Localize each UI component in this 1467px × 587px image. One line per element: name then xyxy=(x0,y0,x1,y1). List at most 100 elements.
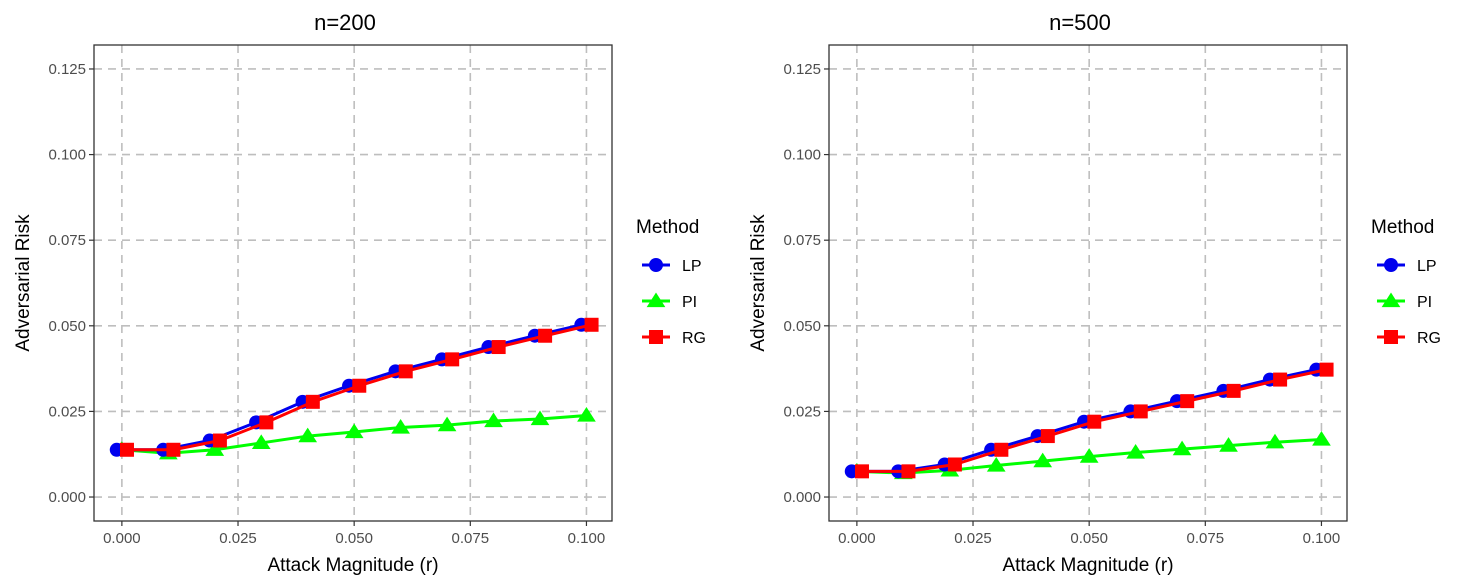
data-point-rg xyxy=(994,442,1009,457)
data-point-rg xyxy=(445,352,460,367)
legend-marker-rg xyxy=(649,330,663,344)
data-point-pi xyxy=(205,441,225,456)
data-point-rg xyxy=(305,394,320,409)
data-point-pi xyxy=(437,416,457,432)
data-point-pi xyxy=(1079,448,1099,463)
y-tick-label: 0.000 xyxy=(48,489,86,506)
chart-title: n=200 xyxy=(314,10,376,35)
legend-item-rg: RG xyxy=(1377,330,1441,347)
legend-item-pi: PI xyxy=(1377,292,1432,311)
data-point-rg xyxy=(584,317,599,332)
legend-marker-lp xyxy=(649,258,663,272)
data-point-rg xyxy=(1133,404,1148,419)
y-tick-label: 0.050 xyxy=(48,318,86,335)
y-tick-label: 0.125 xyxy=(48,61,86,78)
data-point-rg xyxy=(901,464,916,479)
data-point-rg xyxy=(1087,414,1102,429)
data-point-pi xyxy=(1033,452,1053,468)
data-point-rg xyxy=(1319,362,1334,377)
data-point-rg xyxy=(119,442,134,457)
data-point-pi xyxy=(1126,444,1145,459)
legend-label: RG xyxy=(1417,330,1441,347)
data-point-pi xyxy=(1172,440,1192,456)
legend: Method LP PI RG xyxy=(1371,217,1441,347)
data-point-rg xyxy=(1040,429,1055,444)
x-tick-label: 0.050 xyxy=(1070,530,1108,547)
data-point-pi xyxy=(298,427,318,443)
legend-label: RG xyxy=(682,330,706,347)
data-point-rg xyxy=(398,364,413,379)
data-point-pi xyxy=(344,423,364,439)
gridlines xyxy=(94,45,612,521)
data-point-pi xyxy=(577,407,596,422)
y-tick-label: 0.025 xyxy=(783,403,821,420)
data-point-pi xyxy=(484,412,503,428)
y-tick-label: 0.075 xyxy=(48,232,86,249)
legend-marker-rg xyxy=(1384,330,1398,344)
x-tick-label: 0.000 xyxy=(103,530,141,547)
plot-background xyxy=(829,45,1347,521)
chart-panel-1: 0.000 0.025 0.050 0.075 0.100 0.000 0.025 0.050… xyxy=(13,10,706,576)
legend-marker-pi xyxy=(646,292,666,308)
x-tick-label: 0.025 xyxy=(219,530,257,547)
y-tick-label: 0.050 xyxy=(783,318,821,335)
data-point-rg xyxy=(352,378,367,393)
legend-title: Method xyxy=(1371,217,1434,238)
plot-border xyxy=(93,44,613,522)
data-point-rg xyxy=(947,457,962,472)
legend-marker-pi xyxy=(1381,292,1401,308)
legend-label: LP xyxy=(682,258,702,275)
y-axis-label: Adversarial Risk xyxy=(13,214,34,352)
y-tick-label: 0.000 xyxy=(783,489,821,506)
data-point-pi xyxy=(1219,437,1238,452)
x-tick-label: 0.050 xyxy=(335,530,373,547)
data-point-pi xyxy=(986,457,1006,472)
legend: Method LP PI RG xyxy=(636,217,706,347)
y-tick-label: 0.100 xyxy=(783,147,821,164)
y-tick-label: 0.125 xyxy=(783,61,821,78)
plot-border xyxy=(828,44,1348,522)
y-tick-label: 0.075 xyxy=(783,232,821,249)
data-point-pi xyxy=(530,410,550,426)
data-point-rg xyxy=(1180,394,1195,409)
legend-title: Method xyxy=(636,217,699,238)
data-point-rg xyxy=(854,464,869,479)
data-point-rg xyxy=(259,415,274,430)
legend-label: PI xyxy=(1417,294,1432,311)
data-point-rg xyxy=(538,328,553,343)
chart-panel-2: 0.000 0.025 0.050 0.075 0.100 0.000 0.025 0.050… xyxy=(748,10,1441,576)
data-point-rg xyxy=(166,442,181,457)
data-point-pi xyxy=(251,434,271,450)
legend-marker-lp xyxy=(1384,258,1398,272)
legend-label: LP xyxy=(1417,258,1437,275)
data-point-rg xyxy=(1226,383,1241,398)
data-point-pi xyxy=(391,419,410,434)
y-tick-label: 0.100 xyxy=(48,147,86,164)
data-point-pi xyxy=(1265,433,1285,449)
data-point-rg xyxy=(212,433,227,448)
y-axis-label: Adversarial Risk xyxy=(748,214,769,352)
legend-item-rg: RG xyxy=(642,330,706,347)
y-tick-label: 0.025 xyxy=(48,403,86,420)
legend-item-lp: LP xyxy=(642,258,702,275)
legend-label: PI xyxy=(682,294,697,311)
x-tick-label: 0.000 xyxy=(838,530,876,547)
x-axis-label: Attack Magnitude (r) xyxy=(267,555,438,576)
data-point-pi xyxy=(1312,430,1331,446)
x-tick-label: 0.100 xyxy=(568,530,606,547)
series-rg xyxy=(854,362,1334,479)
x-tick-label: 0.100 xyxy=(1303,530,1341,547)
x-axis-label: Attack Magnitude (r) xyxy=(1002,555,1173,576)
legend-item-lp: LP xyxy=(1377,258,1437,275)
gridlines xyxy=(829,45,1347,521)
data-point-rg xyxy=(491,340,506,355)
x-tick-label: 0.025 xyxy=(954,530,992,547)
data-point-rg xyxy=(1273,372,1288,387)
x-tick-label: 0.075 xyxy=(1187,530,1225,547)
plot-background xyxy=(94,45,612,521)
x-tick-label: 0.075 xyxy=(452,530,490,547)
legend-item-pi: PI xyxy=(642,292,697,311)
series-rg xyxy=(119,317,599,457)
chart-title: n=500 xyxy=(1049,10,1111,35)
